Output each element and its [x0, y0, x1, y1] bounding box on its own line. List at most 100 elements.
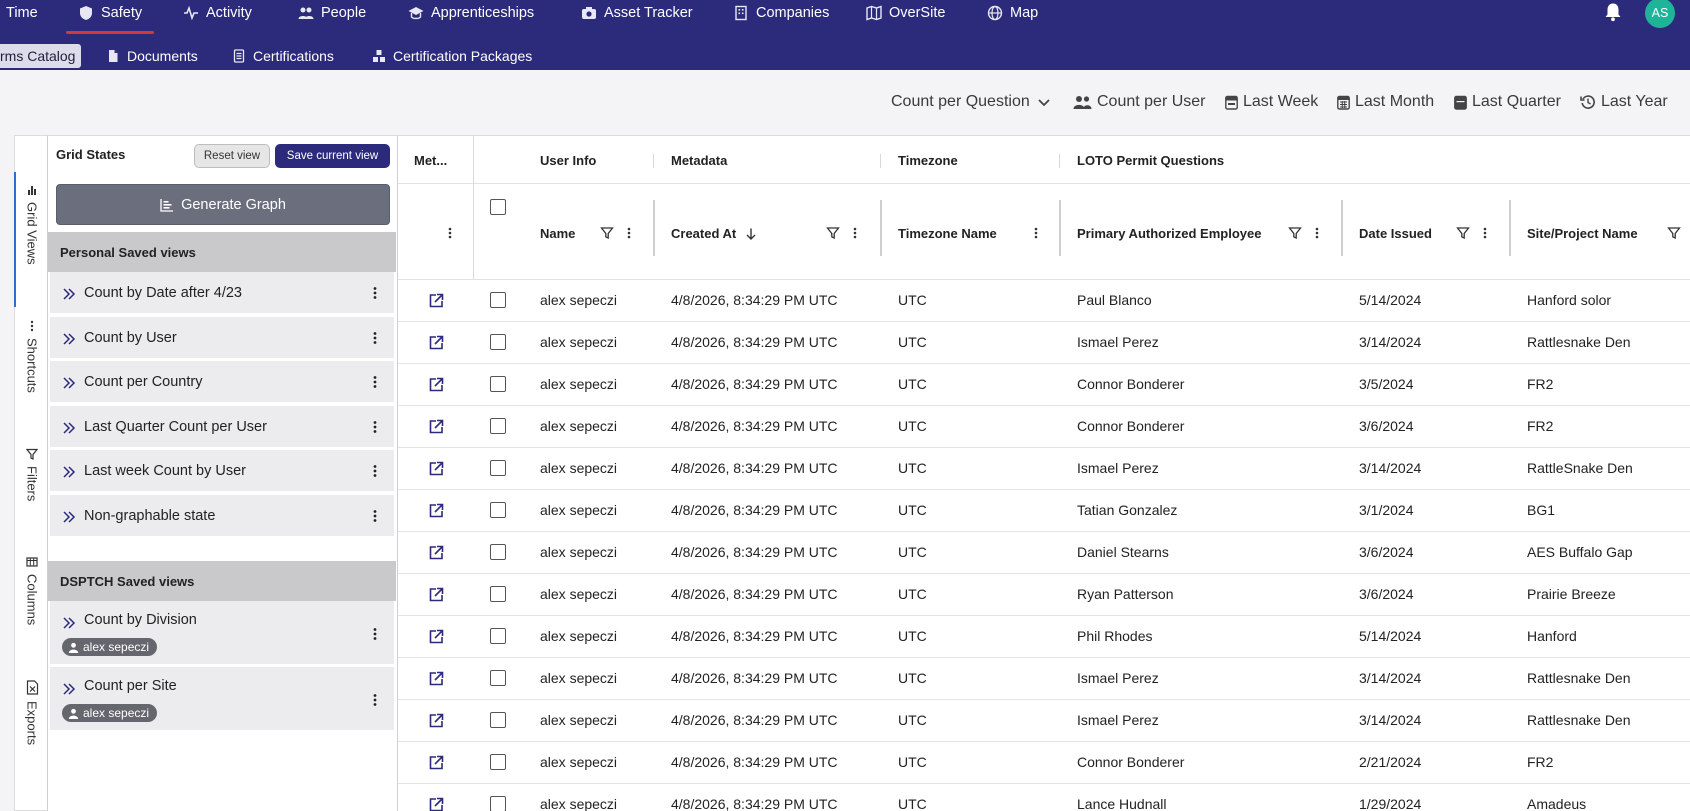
table-row[interactable]: alex sepeczi 4/8/2026, 8:34:29 PM UTC UTC I…	[398, 658, 1690, 700]
tab-columns[interactable]: Columns	[15, 556, 49, 625]
open-external-icon[interactable]	[428, 671, 444, 687]
row-checkbox[interactable]	[490, 628, 506, 644]
more-vertical-icon[interactable]	[368, 627, 382, 641]
column-header-date-issued[interactable]: Date Issued	[1359, 226, 1432, 241]
table-row[interactable]: alex sepeczi 4/8/2026, 8:34:29 PM UTC UTC L…	[398, 784, 1690, 811]
filter-icon[interactable]	[1288, 226, 1302, 240]
count-mode-dropdown[interactable]: Count per Question	[891, 92, 1052, 112]
nav-item-people[interactable]: People	[298, 0, 366, 26]
user-avatar[interactable]: AS	[1645, 0, 1675, 28]
group-header-loto-questions[interactable]: LOTO Permit Questions	[1077, 153, 1225, 168]
subnav-item-forms-catalog[interactable]: rms Catalog	[0, 44, 82, 68]
filter-icon[interactable]	[1456, 226, 1470, 240]
subnav-item-documents[interactable]: Documents	[106, 44, 198, 68]
more-vertical-icon[interactable]	[443, 226, 457, 240]
tab-shortcuts[interactable]: Shortcuts	[15, 320, 49, 393]
more-vertical-icon[interactable]	[368, 464, 382, 478]
group-header-timezone[interactable]: Timezone	[898, 153, 958, 168]
generate-graph-button[interactable]: Generate Graph	[56, 184, 390, 225]
row-checkbox[interactable]	[490, 292, 506, 308]
more-vertical-icon[interactable]	[1029, 226, 1043, 240]
group-header-metadata[interactable]: Metadata	[671, 153, 728, 168]
more-vertical-icon[interactable]	[368, 693, 382, 707]
nav-item-oversite[interactable]: OverSite	[866, 0, 945, 26]
group-header-user-info[interactable]: User Info	[540, 153, 597, 168]
saved-view-item[interactable]: Count per Country	[50, 361, 394, 405]
column-header-site-project-name[interactable]: Site/Project Name	[1527, 226, 1638, 241]
saved-view-item[interactable]: Count by Date after 4/23	[50, 272, 394, 316]
row-checkbox[interactable]	[490, 796, 506, 811]
row-checkbox[interactable]	[490, 754, 506, 770]
table-row[interactable]: alex sepeczi 4/8/2026, 8:34:29 PM UTC UTC I…	[398, 700, 1690, 742]
open-external-icon[interactable]	[428, 461, 444, 477]
shared-view-item[interactable]: Count per Site alex sepeczi	[50, 667, 394, 733]
table-row[interactable]: alex sepeczi 4/8/2026, 8:34:29 PM UTC UTC C…	[398, 406, 1690, 448]
column-resizer[interactable]	[1341, 200, 1343, 256]
more-vertical-icon[interactable]	[848, 226, 862, 240]
table-row[interactable]: alex sepeczi 4/8/2026, 8:34:29 PM UTC UTC T…	[398, 490, 1690, 532]
nav-item-time[interactable]: Time	[6, 0, 38, 26]
filter-icon[interactable]	[1667, 226, 1681, 240]
subnav-item-certifications[interactable]: Certifications	[232, 44, 334, 68]
nav-item-activity[interactable]: Activity	[183, 0, 252, 26]
tab-exports[interactable]: Exports	[15, 680, 49, 745]
table-row[interactable]: alex sepeczi 4/8/2026, 8:34:29 PM UTC UTC P…	[398, 616, 1690, 658]
column-header-timezone-name[interactable]: Timezone Name	[898, 226, 997, 241]
nav-item-companies[interactable]: Companies	[733, 0, 829, 26]
more-vertical-icon[interactable]	[368, 286, 382, 300]
filter-icon[interactable]	[600, 226, 614, 240]
more-vertical-icon[interactable]	[368, 331, 382, 345]
more-vertical-icon[interactable]	[622, 226, 636, 240]
column-resizer[interactable]	[653, 200, 655, 256]
nav-item-apprenticeships[interactable]: Apprenticeships	[408, 0, 534, 26]
group-header-meta[interactable]: Met...	[414, 153, 448, 168]
open-external-icon[interactable]	[428, 545, 444, 561]
more-vertical-icon[interactable]	[368, 375, 382, 389]
shared-view-item[interactable]: Count by Division alex sepeczi	[50, 601, 394, 667]
saved-view-item[interactable]: Last week Count by User	[50, 450, 394, 494]
row-checkbox[interactable]	[490, 334, 506, 350]
saved-view-item[interactable]: Count by User	[50, 316, 394, 361]
bell-icon[interactable]	[1602, 1, 1624, 23]
nav-item-asset-tracker[interactable]: Asset Tracker	[581, 0, 693, 26]
save-current-view-button[interactable]: Save current view	[275, 144, 390, 168]
column-resizer[interactable]	[1509, 200, 1511, 256]
last-week-button[interactable]: Last Week	[1225, 92, 1318, 112]
row-checkbox[interactable]	[490, 712, 506, 728]
nav-item-safety[interactable]: Safety	[65, 0, 155, 34]
table-row[interactable]: alex sepeczi 4/8/2026, 8:34:29 PM UTC UTC C…	[398, 364, 1690, 406]
row-checkbox[interactable]	[490, 418, 506, 434]
open-external-icon[interactable]	[428, 293, 444, 309]
row-checkbox[interactable]	[490, 544, 506, 560]
table-row[interactable]: alex sepeczi 4/8/2026, 8:34:29 PM UTC UTC D…	[398, 532, 1690, 574]
table-row[interactable]: alex sepeczi 4/8/2026, 8:34:29 PM UTC UTC C…	[398, 742, 1690, 784]
open-external-icon[interactable]	[428, 755, 444, 771]
saved-view-item[interactable]: Last Quarter Count per User	[50, 405, 394, 450]
row-checkbox[interactable]	[490, 586, 506, 602]
row-checkbox[interactable]	[490, 502, 506, 518]
open-external-icon[interactable]	[428, 335, 444, 351]
subnav-item-certification-packages[interactable]: Certification Packages	[372, 44, 532, 68]
table-row[interactable]: alex sepeczi 4/8/2026, 8:34:29 PM UTC UTC P…	[398, 280, 1690, 322]
more-vertical-icon[interactable]	[1478, 226, 1492, 240]
open-external-icon[interactable]	[428, 503, 444, 519]
column-header-primary-authorized-employee[interactable]: Primary Authorized Employee	[1077, 226, 1261, 241]
open-external-icon[interactable]	[428, 797, 444, 811]
saved-view-item[interactable]: Non-graphable state	[50, 494, 394, 539]
nav-item-map[interactable]: Map	[987, 0, 1038, 26]
tab-grid-views[interactable]: Grid Views	[14, 172, 49, 307]
table-row[interactable]: alex sepeczi 4/8/2026, 8:34:29 PM UTC UTC I…	[398, 322, 1690, 364]
table-row[interactable]: alex sepeczi 4/8/2026, 8:34:29 PM UTC UTC R…	[398, 574, 1690, 616]
row-checkbox[interactable]	[490, 376, 506, 392]
more-vertical-icon[interactable]	[368, 509, 382, 523]
tab-filters[interactable]: Filters	[15, 448, 49, 501]
open-external-icon[interactable]	[428, 587, 444, 603]
last-month-button[interactable]: Last Month	[1337, 92, 1434, 112]
more-vertical-icon[interactable]	[368, 420, 382, 434]
column-header-name[interactable]: Name	[540, 226, 575, 241]
column-resizer[interactable]	[1059, 200, 1061, 256]
last-quarter-button[interactable]: Last Quarter	[1454, 92, 1561, 112]
column-resizer[interactable]	[880, 200, 882, 256]
row-checkbox[interactable]	[490, 670, 506, 686]
table-row[interactable]: alex sepeczi 4/8/2026, 8:34:29 PM UTC UTC I…	[398, 448, 1690, 490]
